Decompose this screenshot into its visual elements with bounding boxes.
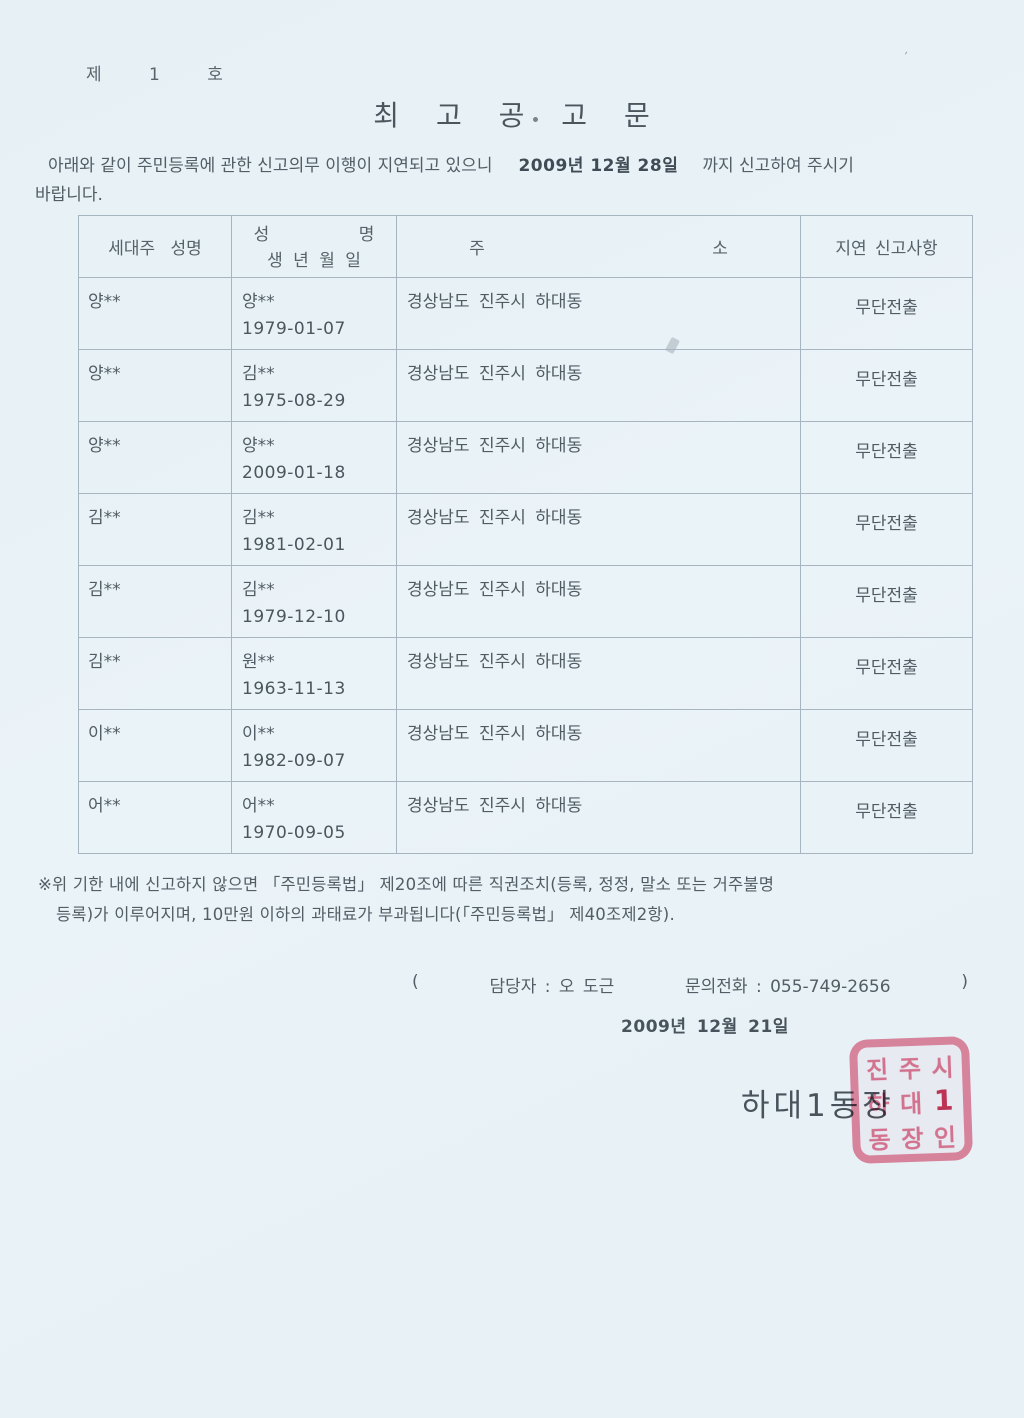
person-name: 원** [242,652,275,672]
contact-line: ( 담당자 : 오 도근 문의전화 : 055-749-2656 ) [412,972,968,997]
person-dob: 1982-09-07 [242,751,346,771]
paren-open: ( [412,972,419,992]
col-header-householder: 세대주 성명 [78,215,232,278]
cell-name-dob: 김** 1975-08-29 [231,349,397,422]
cell-householder: 김** [78,637,232,710]
cell-address: 경상남도 진주시 하대동 [396,781,801,854]
scan-speck [533,117,538,122]
stamp-char: 동 [868,1125,892,1155]
footnote-line-2: 등록)가 이루어지며, 10만원 이하의 과태료가 부과됩니다(「주민등록법」 … [56,905,675,924]
person-name: 양** [242,436,275,456]
notice-table-body: 양** 양** 1979-01-07 경상남도 진주시 하대동 무단전출 양** 김** 19… [78,277,973,854]
stamp-char: 진 [865,1055,889,1085]
stamp-char: 1 [933,1083,955,1118]
table-row: 양** 김** 1975-08-29 경상남도 진주시 하대동 무단전출 [78,349,973,422]
person-dob: 2009-01-18 [242,463,346,483]
col-header-address: 주 소 [396,215,801,278]
legal-footnote: ※위 기한 내에 신고하지 않으면 「주민등록법」 제20조에 따른 직권조치(… [38,870,978,930]
cell-householder: 이** [78,709,232,782]
cell-delay-status: 무단전출 [800,565,973,638]
table-row: 김** 김** 1981-02-01 경상남도 진주시 하대동 무단전출 [78,493,973,566]
cell-name-dob: 어** 1970-09-05 [231,781,397,854]
cell-name-dob: 양** 2009-01-18 [231,421,397,494]
cell-delay-status: 무단전출 [800,781,973,854]
cell-householder: 양** [78,349,232,422]
cell-address: 경상남도 진주시 하대동 [396,421,801,494]
person-name: 김** [242,580,275,600]
cell-delay-status: 무단전출 [800,277,973,350]
contact-phone: 문의전화 : 055-749-2656 [685,977,891,997]
cell-name-dob: 김** 1981-02-01 [231,493,397,566]
table-row: 양** 양** 2009-01-18 경상남도 진주시 하대동 무단전출 [78,421,973,494]
cell-address: 경상남도 진주시 하대동 [396,349,801,422]
person-dob: 1979-01-07 [242,319,346,339]
cell-name-dob: 원** 1963-11-13 [231,637,397,710]
issue-date: 2009년 12월 21일 [621,1017,789,1037]
page-title: 최 고 공 고 문 [373,99,651,132]
intro-text-before: 아래와 같이 주민등록에 관한 신고의무 이행이 지연되고 있으니 [48,156,493,176]
col-header-name: 성 명 [253,224,375,245]
col-header-dob: 생 년 월 일 [267,250,361,271]
table-row: 김** 원** 1963-11-13 경상남도 진주시 하대동 무단전출 [78,637,973,710]
person-name: 양** [242,292,275,312]
table-row: 이** 이** 1982-09-07 경상남도 진주시 하대동 무단전출 [78,709,973,782]
intro-paragraph: 아래와 같이 주민등록에 관한 신고의무 이행이 지연되고 있으니 2009년 1… [35,152,995,210]
cell-householder: 김** [78,565,232,638]
cell-delay-status: 무단전출 [800,349,973,422]
cell-address: 경상남도 진주시 하대동 [396,565,801,638]
cell-householder: 양** [78,277,232,350]
person-dob: 1979-12-10 [242,607,346,627]
stamp-char: 시 [931,1053,955,1083]
person-name: 김** [242,508,275,528]
cell-name-dob: 김** 1979-12-10 [231,565,397,638]
cell-address: 경상남도 진주시 하대동 [396,709,801,782]
stamp-char: 하 [866,1090,891,1120]
contact-manager: 담당자 : 오 도근 [489,977,615,997]
paren-close: ) [961,972,968,992]
footnote-line-1: ※위 기한 내에 신고하지 않으면 「주민등록법」 제20조에 따른 직권조치(… [38,875,775,894]
header-row: 세대주 성명 성 명 생 년 월 일 주 소 지연 신고사항 [78,215,973,278]
stamp-char: 인 [933,1123,957,1153]
intro-line-2: 바랍니다. [35,185,103,205]
cell-name-dob: 양** 1979-01-07 [231,277,397,350]
person-dob: 1970-09-05 [242,823,346,843]
person-dob: 1975-08-29 [242,391,346,411]
cell-address: 경상남도 진주시 하대동 [396,637,801,710]
cell-householder: 어** [78,781,232,854]
scan-artifact: ’ [901,49,909,66]
col-header-name-dob: 성 명 생 년 월 일 [231,215,397,278]
cell-address: 경상남도 진주시 하대동 [396,493,801,566]
person-name: 김** [242,364,275,384]
intro-text-after: 까지 신고하여 주시기 [702,156,854,176]
cell-delay-status: 무단전출 [800,421,973,494]
intro-line-1: 아래와 같이 주민등록에 관한 신고의무 이행이 지연되고 있으니 2009년 1… [35,152,995,181]
col-header-delay: 지연 신고사항 [800,215,973,278]
table-row: 김** 김** 1979-12-10 경상남도 진주시 하대동 무단전출 [78,565,973,638]
person-dob: 1981-02-01 [242,535,346,555]
cell-address: 경상남도 진주시 하대동 [396,277,801,350]
table-row: 양** 양** 1979-01-07 경상남도 진주시 하대동 무단전출 [78,277,973,350]
person-name: 이** [242,724,275,744]
deadline-date: 2009년 12월 28일 [518,156,679,176]
cell-householder: 양** [78,421,232,494]
stamp-char: 주 [898,1054,922,1084]
notice-table: 세대주 성명 성 명 생 년 월 일 주 소 지연 신고사항 양** 양** 197… [78,215,973,854]
cell-householder: 김** [78,493,232,566]
person-name: 어** [242,796,275,816]
cell-delay-status: 무단전출 [800,493,973,566]
cell-delay-status: 무단전출 [800,637,973,710]
cell-delay-status: 무단전출 [800,709,973,782]
stamp-char: 대 [899,1089,923,1119]
notice-table-header: 세대주 성명 성 명 생 년 월 일 주 소 지연 신고사항 [78,215,973,278]
table-row: 어** 어** 1970-09-05 경상남도 진주시 하대동 무단전출 [78,781,973,854]
person-dob: 1963-11-13 [242,679,346,699]
doc-number: 제 1 호 [86,65,224,85]
stamp-char: 장 [900,1124,924,1154]
cell-name-dob: 이** 1982-09-07 [231,709,397,782]
